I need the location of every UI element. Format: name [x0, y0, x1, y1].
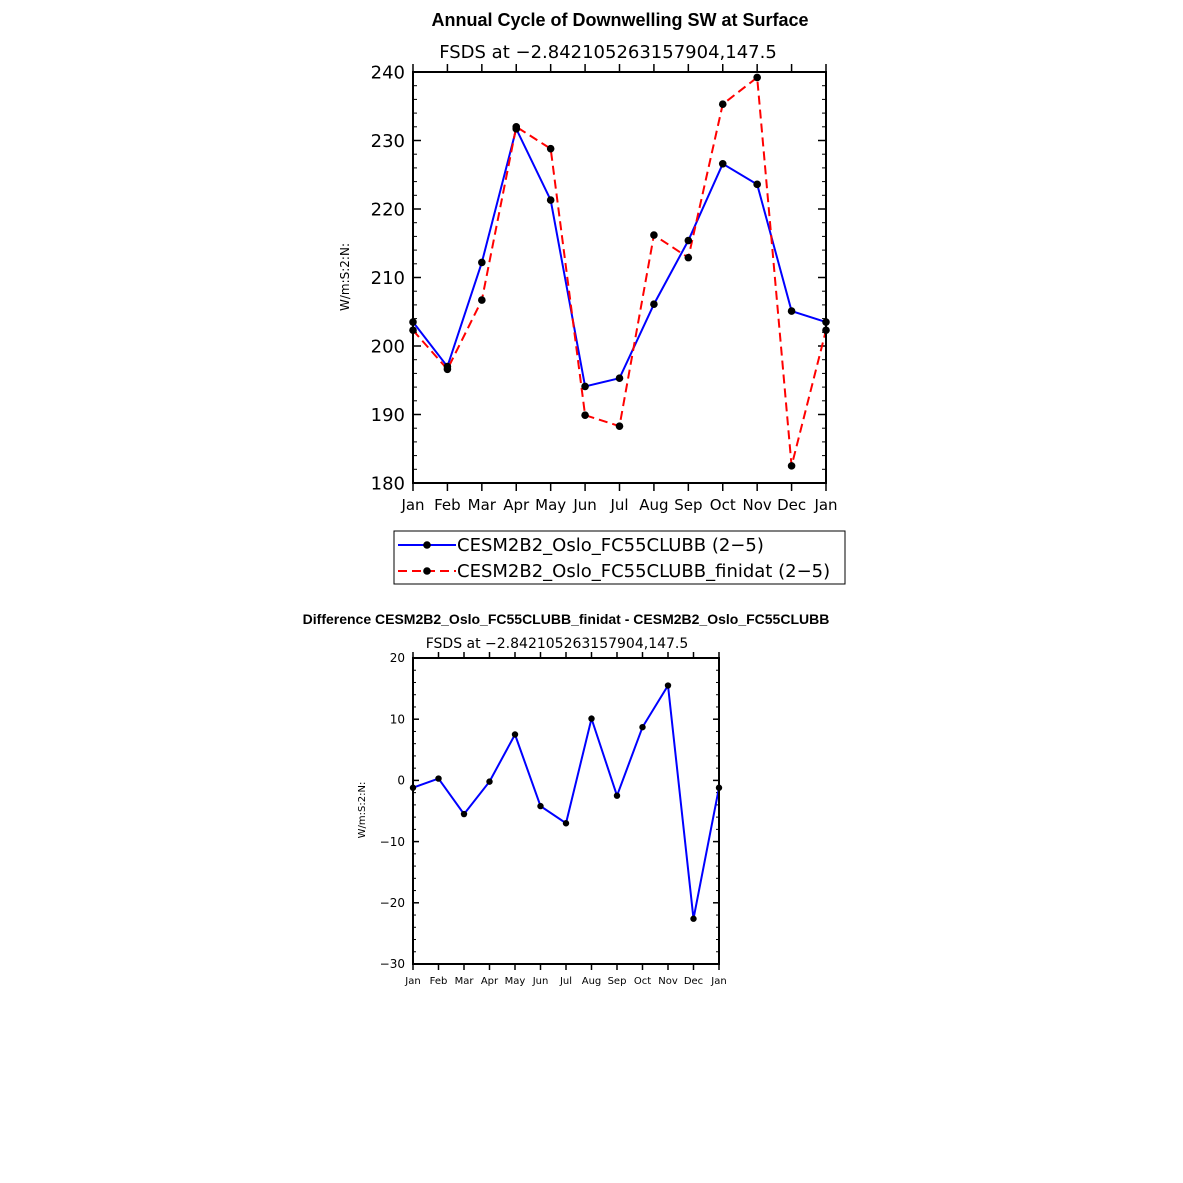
data-point — [581, 411, 589, 419]
x-tick-label: Oct — [710, 496, 736, 514]
data-point — [650, 231, 658, 239]
series-line-1 — [412, 75, 827, 467]
x-tick-label: Jun — [532, 976, 549, 987]
data-point — [787, 307, 796, 315]
x-tick-label: Dec — [777, 496, 806, 514]
data-point — [690, 915, 697, 922]
data-point — [581, 382, 589, 391]
x-tick-label: Mar — [455, 976, 475, 987]
x-tick-label: Oct — [634, 976, 651, 987]
diff-chart-title: Difference CESM2B2_Oslo_FC55CLUBB_finida… — [303, 611, 830, 627]
x-tick-label: Nov — [658, 976, 678, 987]
x-tick-label: Jun — [572, 496, 596, 514]
data-point — [684, 236, 693, 245]
diff-x-tick-labels: Jan Feb Mar Apr May Jun Jul Aug Sep Oct Nov Dec Jan — [404, 652, 727, 987]
x-tick-label: Apr — [503, 496, 530, 514]
x-tick-label: Sep — [608, 976, 627, 987]
x-tick-label: Dec — [684, 976, 703, 987]
y-tick-label: 180 — [371, 473, 405, 494]
legend-label-blue: CESM2B2_Oslo_FC55CLUBB (2−5) — [457, 535, 764, 556]
x-tick-label: Feb — [434, 496, 461, 514]
y-tick-label: −30 — [380, 957, 405, 971]
series-lines — [409, 73, 830, 470]
data-point — [478, 258, 486, 267]
difference-chart: Difference CESM2B2_Oslo_FC55CLUBB_finida… — [303, 611, 830, 987]
x-tick-label: Jan — [813, 496, 837, 514]
data-point — [486, 778, 493, 785]
plot-frame — [412, 71, 827, 484]
data-point — [684, 253, 693, 262]
x-tick-label: Jul — [609, 496, 628, 514]
legend-box — [393, 530, 846, 585]
legend-label-red: CESM2B2_Oslo_FC55CLUBB_finidat (2−5) — [457, 561, 830, 582]
data-point — [546, 196, 555, 204]
x-tick-label: Aug — [639, 496, 668, 514]
y-tick-label: 10 — [390, 712, 405, 726]
series-line-0 — [412, 125, 827, 388]
data-point — [753, 73, 761, 82]
y-ticks: 180 190 200 210 220 230 240 — [371, 62, 826, 494]
x-tick-label: Apr — [481, 976, 499, 987]
y-tick-label: 20 — [390, 651, 405, 665]
diff-y-axis-label: W/m:S:2:N: — [357, 782, 368, 839]
y-tick-label: 210 — [371, 268, 405, 289]
annual-cycle-chart: Annual Cycle of Downwelling SW at Surfac… — [338, 10, 846, 585]
x-tick-label: Nov — [743, 496, 772, 514]
y-tick-label: −20 — [380, 896, 405, 910]
data-point — [650, 300, 658, 309]
data-point — [512, 123, 521, 131]
data-point — [562, 820, 570, 827]
x-tick-labels: Jan Feb Mar Apr May Jun Jul Aug Sep Oct Nov Dec Jan — [400, 64, 838, 514]
chart-subtitle: FSDS at −2.842105263157904,147.5 — [439, 42, 777, 63]
diff-series-line — [409, 682, 723, 922]
x-tick-label: Mar — [468, 496, 497, 514]
data-point — [588, 715, 595, 722]
data-point — [511, 731, 519, 738]
legend: CESM2B2_Oslo_FC55CLUBB (2−5) CESM2B2_Osl… — [393, 530, 846, 585]
data-point — [639, 723, 646, 731]
y-tick-label: −10 — [380, 835, 405, 849]
chart-title: Annual Cycle of Downwelling SW at Surfac… — [431, 10, 808, 30]
legend-marker-red — [423, 567, 431, 575]
data-point — [753, 180, 761, 189]
x-tick-label: Jan — [400, 496, 424, 514]
diff-chart-subtitle: FSDS at −2.842105263157904,147.5 — [426, 636, 689, 652]
data-point — [615, 374, 624, 382]
data-point — [546, 144, 555, 153]
data-point — [537, 802, 544, 810]
data-point — [615, 422, 624, 430]
y-tick-label: 190 — [371, 405, 405, 426]
y-axis-label: W/m:S:2:N: — [338, 243, 352, 311]
legend-marker-blue — [423, 541, 431, 549]
x-tick-label: Sep — [674, 496, 702, 514]
x-tick-label: May — [505, 976, 526, 987]
data-point — [443, 365, 452, 374]
y-tick-label: 0 — [397, 774, 405, 788]
x-tick-label: Jan — [404, 976, 420, 987]
x-tick-label: Jul — [559, 976, 572, 987]
y-tick-label: 230 — [371, 131, 405, 152]
data-point — [718, 159, 727, 168]
data-point — [664, 682, 672, 689]
x-tick-label: Feb — [430, 976, 448, 987]
y-tick-label: 240 — [371, 62, 405, 83]
y-tick-label: 220 — [371, 199, 405, 220]
x-tick-label: May — [535, 496, 566, 514]
diff-plot-frame — [412, 657, 720, 965]
data-point — [787, 462, 796, 470]
x-tick-label: Jan — [710, 976, 726, 987]
data-point — [718, 100, 727, 108]
x-tick-label: Aug — [582, 976, 602, 987]
data-point — [460, 810, 468, 818]
data-point — [435, 775, 442, 782]
series-line-0 — [412, 682, 720, 919]
data-point — [478, 296, 486, 304]
y-tick-label: 200 — [371, 336, 405, 357]
data-point — [613, 792, 621, 799]
